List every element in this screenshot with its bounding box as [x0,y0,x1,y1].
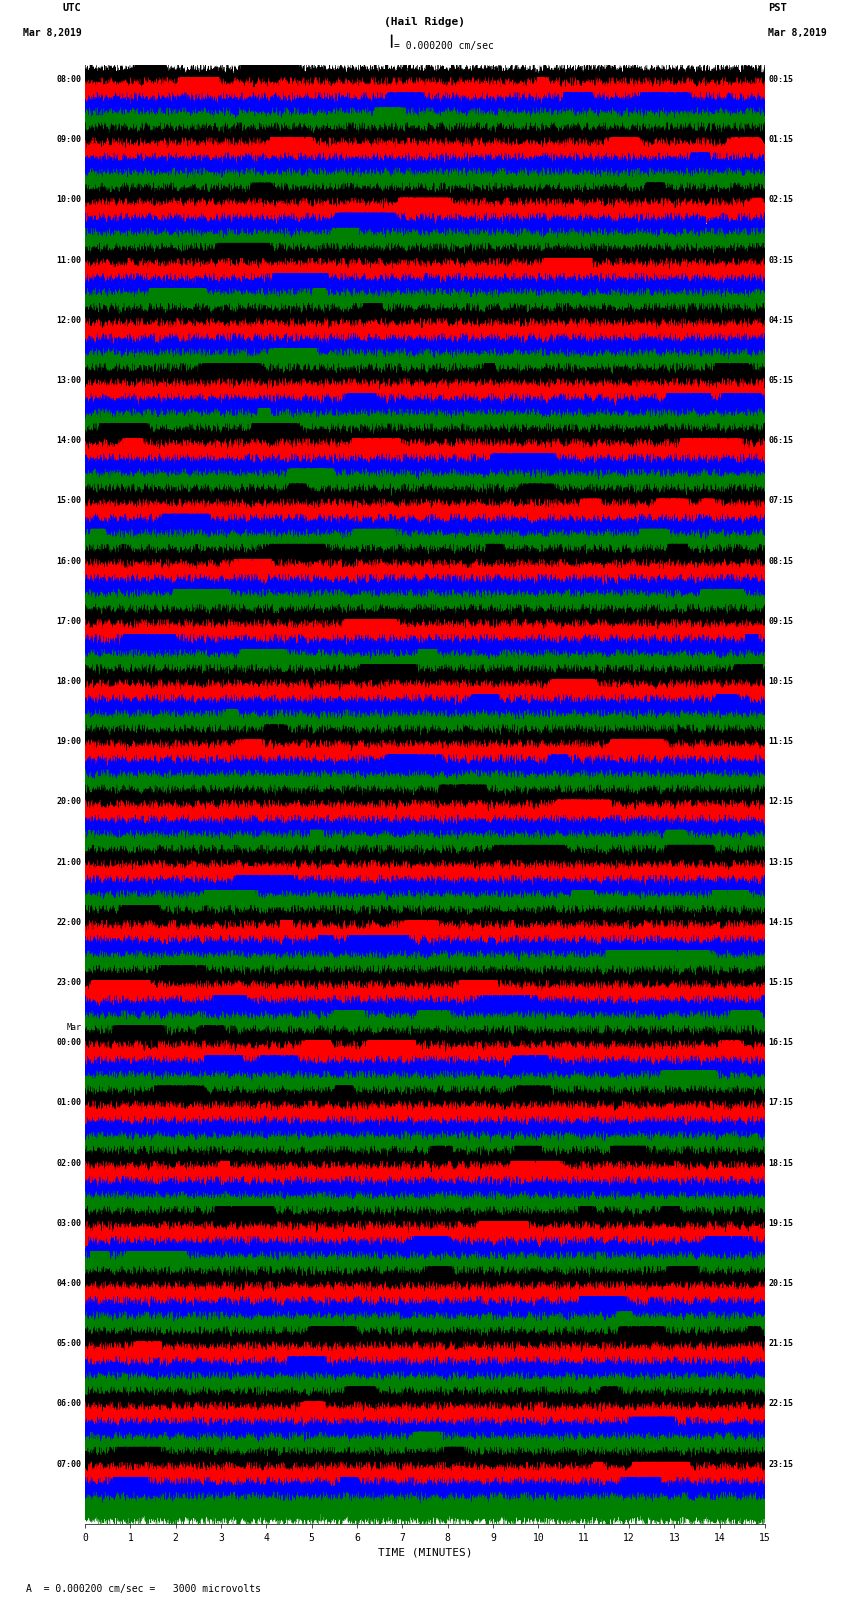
Text: 14:00: 14:00 [57,436,82,445]
Text: (Hail Ridge): (Hail Ridge) [384,16,466,26]
Text: 02:00: 02:00 [57,1158,82,1168]
Text: Mar: Mar [66,1023,82,1032]
Text: 12:00: 12:00 [57,316,82,324]
Text: 04:15: 04:15 [768,316,793,324]
Text: 16:00: 16:00 [57,556,82,566]
Text: 08:00: 08:00 [57,76,82,84]
Text: 18:00: 18:00 [57,677,82,686]
Text: 21:15: 21:15 [768,1339,793,1348]
Text: 19:00: 19:00 [57,737,82,747]
Text: 18:15: 18:15 [768,1158,793,1168]
Text: 06:15: 06:15 [768,436,793,445]
Text: A  = 0.000200 cm/sec =   3000 microvolts: A = 0.000200 cm/sec = 3000 microvolts [26,1584,260,1594]
Text: = 0.000200 cm/sec: = 0.000200 cm/sec [394,40,495,50]
Text: 05:15: 05:15 [768,376,793,386]
Text: 09:15: 09:15 [768,616,793,626]
Text: 05:00: 05:00 [57,1339,82,1348]
Text: 06:00: 06:00 [57,1400,82,1408]
X-axis label: TIME (MINUTES): TIME (MINUTES) [377,1547,473,1558]
Text: 02:15: 02:15 [768,195,793,205]
Text: 15:15: 15:15 [768,977,793,987]
Text: 22:00: 22:00 [57,918,82,927]
Text: 20:15: 20:15 [768,1279,793,1289]
Text: 00:15: 00:15 [768,76,793,84]
Text: 08:15: 08:15 [768,556,793,566]
Text: 16:15: 16:15 [768,1039,793,1047]
Text: 10:15: 10:15 [768,677,793,686]
Text: 00:00: 00:00 [57,1039,82,1047]
Text: Mar 8,2019: Mar 8,2019 [23,29,82,39]
Text: 13:15: 13:15 [768,858,793,866]
Text: 23:15: 23:15 [768,1460,793,1468]
Text: 15:00: 15:00 [57,497,82,505]
Text: 19:15: 19:15 [768,1219,793,1227]
Text: 14:15: 14:15 [768,918,793,927]
Text: 12:15: 12:15 [768,797,793,806]
Text: 21:00: 21:00 [57,858,82,866]
Text: 07:00: 07:00 [57,1460,82,1468]
Text: 17:15: 17:15 [768,1098,793,1108]
Text: 04:00: 04:00 [57,1279,82,1289]
Text: 11:00: 11:00 [57,255,82,265]
Text: 07:15: 07:15 [768,497,793,505]
Text: 01:00: 01:00 [57,1098,82,1108]
Text: 10:00: 10:00 [57,195,82,205]
Text: 03:15: 03:15 [768,255,793,265]
Text: 17:00: 17:00 [57,616,82,626]
Text: 01:15: 01:15 [768,135,793,144]
Text: 23:00: 23:00 [57,977,82,987]
Text: 20:00: 20:00 [57,797,82,806]
Text: 11:15: 11:15 [768,737,793,747]
Text: 03:00: 03:00 [57,1219,82,1227]
Text: PST: PST [768,3,787,13]
Text: 09:00: 09:00 [57,135,82,144]
Text: 13:00: 13:00 [57,376,82,386]
Text: 22:15: 22:15 [768,1400,793,1408]
Text: KMR HHZ NC: KMR HHZ NC [388,0,462,3]
Text: Mar 8,2019: Mar 8,2019 [768,29,827,39]
Text: UTC: UTC [63,3,82,13]
